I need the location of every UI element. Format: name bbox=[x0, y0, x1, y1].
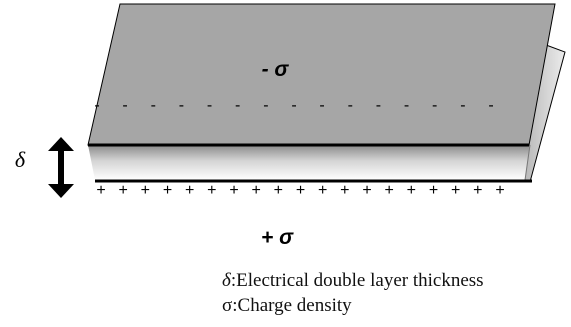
minus-charge-mark: - bbox=[291, 97, 296, 114]
legend-charge-density: σ:Charge density bbox=[222, 295, 352, 317]
minus-charge-mark: - bbox=[179, 97, 184, 114]
legend-delta-text: :Electrical double layer thickness bbox=[230, 270, 484, 291]
plus-charge-mark: + bbox=[495, 182, 504, 199]
plus-charge-mark: + bbox=[229, 182, 238, 199]
legend-sigma-text: :Charge density bbox=[232, 295, 352, 316]
thickness-symbol: δ bbox=[15, 147, 26, 172]
plus-charge-mark: + bbox=[385, 182, 394, 199]
minus-charge-mark: - bbox=[207, 97, 212, 114]
double-layer-slab bbox=[88, 145, 530, 180]
plus-charge-mark: + bbox=[296, 182, 305, 199]
plus-charge-mark: + bbox=[429, 182, 438, 199]
plus-charge-mark: + bbox=[362, 182, 371, 199]
minus-charge-mark: - bbox=[263, 97, 268, 114]
negative-charge-marks: --------------- bbox=[94, 97, 493, 114]
legend-delta-symbol: δ bbox=[222, 270, 231, 291]
thickness-double-arrow bbox=[48, 137, 74, 198]
plus-charge-mark: + bbox=[207, 182, 216, 199]
plus-charge-mark: + bbox=[96, 182, 105, 199]
minus-charge-mark: - bbox=[432, 97, 437, 114]
plus-charge-mark: + bbox=[185, 182, 194, 199]
plus-charge-mark: + bbox=[407, 182, 416, 199]
negative-plate bbox=[87, 3, 556, 146]
plus-charge-mark: + bbox=[163, 182, 172, 199]
minus-charge-mark: - bbox=[376, 97, 381, 114]
plus-charge-mark: + bbox=[274, 182, 283, 199]
minus-charge-mark: - bbox=[235, 97, 240, 114]
negative-charge-label: - σ bbox=[262, 58, 290, 81]
minus-charge-mark: - bbox=[319, 97, 324, 114]
minus-charge-mark: - bbox=[122, 97, 127, 114]
minus-charge-mark: - bbox=[94, 97, 99, 114]
minus-charge-mark: - bbox=[460, 97, 465, 114]
plus-charge-mark: + bbox=[340, 182, 349, 199]
positive-charge-label: + σ bbox=[261, 226, 294, 249]
slab-right-edge bbox=[524, 144, 531, 181]
plus-charge-mark: + bbox=[451, 182, 460, 199]
plus-charge-mark: + bbox=[119, 182, 128, 199]
positive-charge-marks: + + + + + + + + + + + + + + + + + + + bbox=[96, 182, 504, 199]
plus-charge-mark: + bbox=[473, 182, 482, 199]
plus-charge-mark: + bbox=[252, 182, 261, 199]
plus-charge-mark: + bbox=[318, 182, 327, 199]
legend-thickness: δ:Electrical double layer thickness bbox=[222, 270, 484, 292]
minus-charge-mark: - bbox=[404, 97, 409, 114]
minus-charge-mark: - bbox=[348, 97, 353, 114]
legend-sigma-symbol: σ bbox=[222, 295, 233, 316]
minus-charge-mark: - bbox=[488, 97, 493, 114]
minus-charge-mark: - bbox=[151, 97, 156, 114]
plus-charge-mark: + bbox=[141, 182, 150, 199]
